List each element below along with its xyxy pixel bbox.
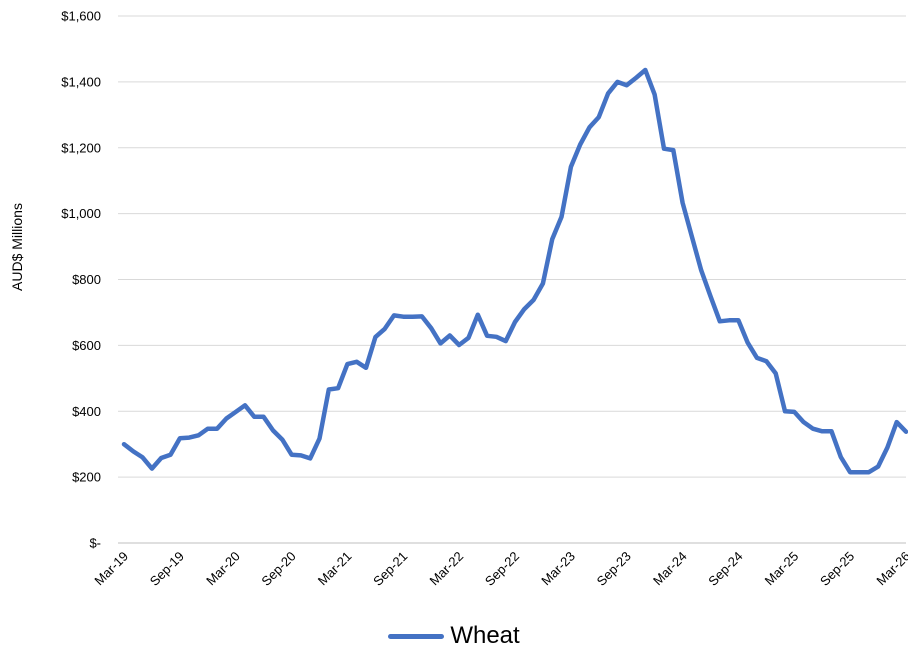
line-chart: $- $200 $400 $600 $800 $1,000 $1,200 $1,400 $1,6… xyxy=(9,9,908,589)
x-axis-tick-labels: Mar-19 Sep-19 Mar-20 Sep-20 Mar-21 Sep-21 Mar-… xyxy=(91,549,908,589)
y-tick-label: $1,400 xyxy=(61,74,101,89)
legend-swatch xyxy=(388,633,445,639)
x-tick-label: Sep-21 xyxy=(370,549,410,589)
gridlines xyxy=(118,15,906,544)
x-tick-label: Sep-19 xyxy=(147,549,187,589)
y-tick-label: $200 xyxy=(72,470,101,485)
x-tick-label: Sep-20 xyxy=(258,549,298,589)
y-tick-label: $1,600 xyxy=(61,9,101,24)
x-tick-label: Mar-20 xyxy=(203,549,243,589)
y-tick-label: $1,000 xyxy=(61,206,101,221)
x-tick-label: Mar-21 xyxy=(315,549,355,589)
y-axis-title: AUD$ Millions xyxy=(9,203,25,291)
x-tick-label: Mar-25 xyxy=(762,549,802,589)
y-tick-label: $800 xyxy=(72,272,101,287)
legend-label: Wheat xyxy=(450,622,520,649)
y-tick-label: $- xyxy=(89,536,101,551)
y-tick-label: $400 xyxy=(72,404,101,419)
y-tick-label: $1,200 xyxy=(61,140,101,155)
x-tick-label: Mar-26 xyxy=(873,549,908,589)
x-tick-label: Mar-24 xyxy=(650,549,690,589)
x-tick-label: Sep-23 xyxy=(594,549,634,589)
legend-item-wheat: Wheat xyxy=(388,622,520,650)
y-tick-label: $600 xyxy=(72,338,101,353)
y-axis-tick-labels: $- $200 $400 $600 $800 $1,000 $1,200 $1,400 $1,6… xyxy=(61,9,101,551)
x-tick-label: Mar-22 xyxy=(427,549,467,589)
series-line-wheat xyxy=(121,67,908,475)
legend: Wheat xyxy=(0,620,908,652)
x-tick-label: Sep-24 xyxy=(705,549,745,589)
x-tick-label: Sep-25 xyxy=(817,549,857,589)
x-tick-label: Sep-22 xyxy=(482,549,522,589)
x-tick-label: Mar-19 xyxy=(91,549,131,589)
x-tick-label: Mar-23 xyxy=(538,549,578,589)
series-group xyxy=(121,67,908,475)
